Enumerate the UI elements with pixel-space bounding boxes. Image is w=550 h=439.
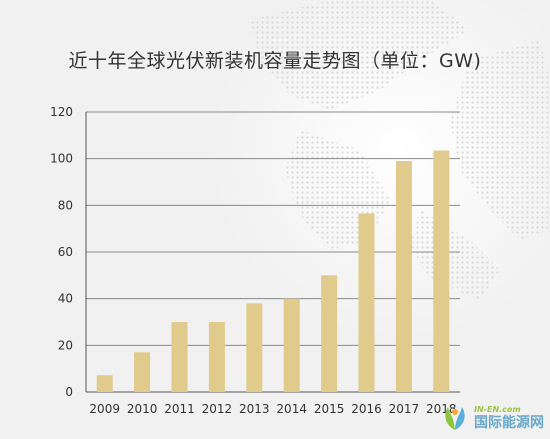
x-tick-label: 2017	[389, 402, 420, 416]
x-tick-label: 2014	[276, 402, 307, 416]
y-tick-label: 60	[58, 245, 73, 259]
x-tick-label: 2016	[351, 402, 382, 416]
in-en-logo-icon	[445, 407, 465, 430]
bar	[208, 322, 225, 392]
y-tick-label: 0	[65, 385, 73, 399]
watermark-name: 国际能源网	[474, 415, 544, 431]
bar	[433, 150, 450, 392]
x-tick-label: 2011	[164, 402, 195, 416]
x-tick-label: 2013	[239, 402, 270, 416]
bar	[358, 213, 375, 392]
bar	[246, 303, 263, 392]
y-tick-label: 100	[50, 152, 73, 166]
bar	[395, 161, 412, 392]
x-tick-label: 2009	[89, 402, 120, 416]
x-tick-label: 2010	[127, 402, 158, 416]
y-tick-label: 40	[58, 292, 73, 306]
bar	[321, 275, 338, 392]
bar	[96, 375, 113, 392]
y-tick-label: 20	[58, 338, 73, 352]
x-tick-label: 2015	[314, 402, 345, 416]
x-tick-label: 2012	[202, 402, 233, 416]
y-tick-label: 120	[50, 105, 73, 119]
bar	[134, 352, 151, 392]
bar	[171, 322, 188, 392]
y-tick-label: 80	[58, 198, 73, 212]
bar	[283, 298, 300, 392]
watermark-url: IN-EN.com	[474, 405, 521, 414]
chart-title: 近十年全球光伏新装机容量走势图（单位：GW)	[68, 50, 482, 72]
watermark: IN-EN.com 国际能源网	[440, 403, 544, 433]
